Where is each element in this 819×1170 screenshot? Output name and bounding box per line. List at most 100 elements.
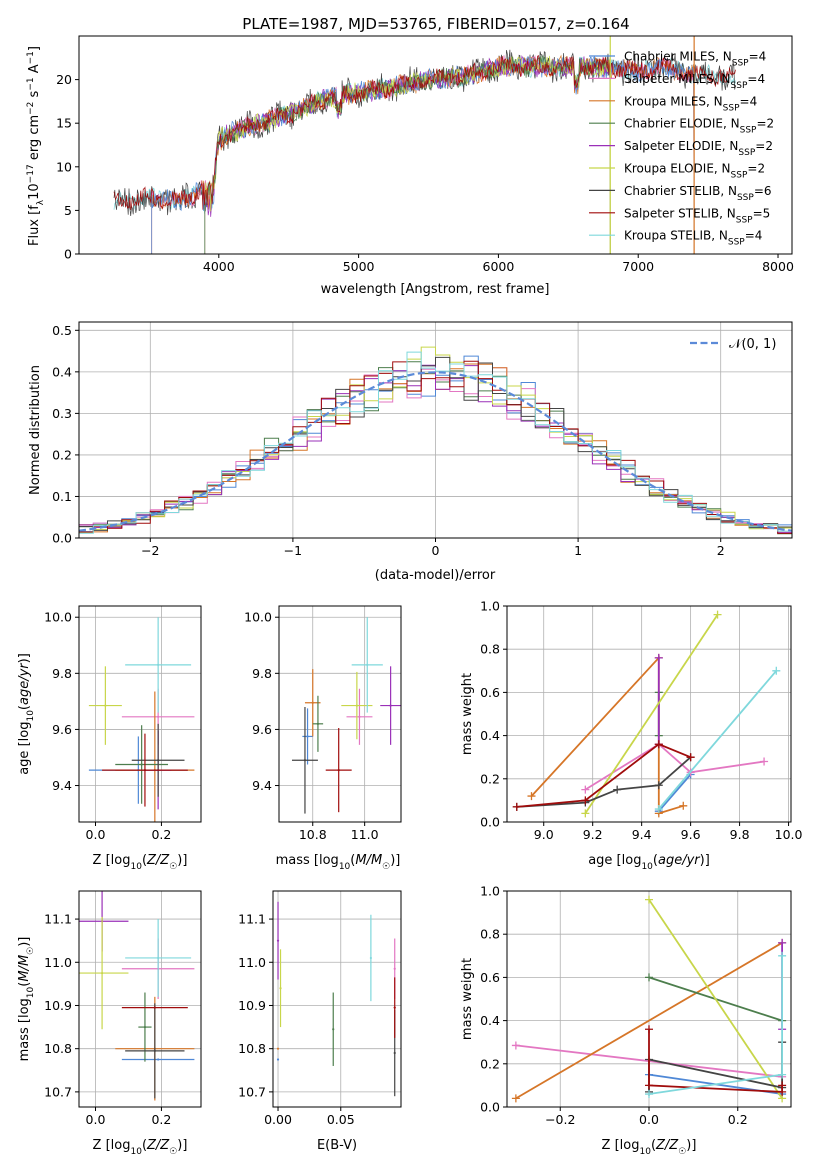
legend-entry: Chabrier MILES, NSSP=4 [624,50,766,69]
legend-entry: Salpeter MILES, NSSP=4 [624,72,765,91]
weight-line [516,743,691,808]
normal-curve [79,371,792,532]
weight-marker [645,1081,653,1090]
x-tick-label: 7000 [622,259,654,274]
y-tick-label: 0.0 [52,531,72,546]
errorbar-point [337,769,340,772]
weight-marker [581,796,590,805]
legend-entry-part: =4 [749,50,767,64]
x-axis-label-part: ( [651,1138,656,1153]
x-axis-label: E(B-V) [317,1138,357,1153]
x-tick-label: 4000 [203,259,235,274]
x-axis-label-part: M/M [355,853,382,868]
y-axis-label-text-part: 10 [26,986,36,998]
x-tick-label: 9.0 [534,827,554,842]
y-axis-label-text-part: −2 [26,102,36,115]
y-tick-label: 0.0 [480,1100,500,1115]
legend-entry-part: =4 [747,72,765,86]
y-axis-label-text-part: 10 [26,710,36,722]
weight-line [584,614,719,814]
y-axis-label-text-part: λ [36,199,46,205]
errorbar-point [100,971,104,975]
x-tick-label: 1 [574,543,582,558]
legend-entry-part: =5 [753,206,771,220]
y-tick-label: 9.4 [52,778,72,793]
errorbar-point [157,1058,160,1061]
y-axis-label-text-part: 10 [27,183,42,200]
weight-marker [645,973,653,982]
x-tick-label: 0.2 [728,1112,748,1127]
panel-z-age: 0.0 0.29.49.69.810.0Z [log10(Z/Z☉)]age [l… [17,605,202,872]
panel-z-weight: −0.2 0.0 0.2 0.0 0.2 0.4 0.6 0.8 1.0 Z [log10(Z/Z… [460,884,792,1157]
legend-entry: Salpeter ELODIE, NSSP=2 [624,139,773,158]
legend-entry-part: =2 [747,162,765,176]
x-axis-label-part: age/yr [658,853,701,868]
y-tick-label: 0.4 [52,364,72,379]
weight-marker [613,785,622,794]
y-axis-label-text-part: mass [log [17,998,32,1061]
errorbar-point [140,763,143,766]
x-axis-label: mass [log10(M/M☉)] [276,853,401,872]
legend-entry-part: =6 [754,184,772,198]
plot-area [79,346,792,536]
x-tick-label: 0.0 [86,1112,106,1127]
weight-marker [778,938,787,947]
legend-entry: Kroupa STELIB, NSSP=4 [624,229,762,248]
x-tick-label: 9.8 [730,827,750,842]
axes-frame [78,890,202,1108]
weight-line [658,670,777,810]
axes-frame [78,35,793,255]
x-tick-label: 0.2 [151,1112,171,1127]
y-tick-label: 10.9 [44,998,72,1013]
errorbar-point [358,715,361,718]
y-axis-label-text-part: s [27,90,42,101]
x-tick-label: 10.0 [775,827,803,842]
x-tick-label: 0.05 [327,1112,355,1127]
errorbar-point [143,1025,147,1029]
y-tick-label: 0.2 [480,1056,500,1071]
x-axis-label-part: ☉ [678,1147,686,1157]
y-tick-label: 11.1 [44,912,72,927]
y-tick-label: 0.4 [480,1013,500,1028]
errorbar-point [157,956,160,960]
x-axis-label-part: Z [log [93,1138,131,1153]
y-tick-label: 11.0 [238,955,266,970]
x-tick-label: 11.0 [351,827,379,842]
y-tick-label: 0.4 [480,728,500,743]
y-tick-label: 10.0 [244,610,272,625]
y-tick-label: 10.0 [44,610,72,625]
y-axis-label: Normed distribution [28,365,43,495]
y-axis-label-text-part: −1 [26,51,36,64]
x-axis-label: wavelength [Angstrom, rest frame] [321,282,550,297]
y-axis-label-text: mass [log10(M/M☉)] [17,937,36,1062]
errorbar-point [157,715,160,718]
legend-entry-part: =2 [755,139,773,153]
y-tick-label: 11.0 [44,955,72,970]
x-axis-label-part: Z/Z [146,853,170,868]
legend-entry-part: SSP [723,103,740,113]
x-axis-label-part: 10 [130,1147,142,1157]
weight-line [515,942,783,1100]
x-tick-label: 0.2 [151,827,171,842]
plot-area [276,901,396,1097]
x-axis-label-part: 10 [130,862,142,872]
figure-title: PLATE=1987, MJD=53765, FIBERID=0157, z=0… [242,15,629,33]
spectrum-line [204,54,611,254]
legend-entry-part: SSP [732,59,749,69]
y-tick-label: 10.7 [44,1084,72,1099]
x-axis-label-part: )] [177,1138,187,1153]
weight-marker [527,792,536,801]
axes-frame [272,890,402,1108]
legend-entry-part: Kroupa STELIB, N [624,229,728,243]
y-tick-label: 0.8 [480,927,500,942]
errorbar-point [393,967,396,970]
y-tick-label: 11.1 [238,912,266,927]
weight-marker [778,951,787,960]
y-tick-label: 9.8 [52,666,72,681]
legend-entry-part: SSP [736,215,753,225]
x-tick-label: 5000 [343,259,375,274]
x-axis-label-part: ( [350,853,355,868]
errorbar-point [355,704,358,707]
y-axis-label: Flux [fλ10−17 erg cm−2 s−1 A−1] [26,46,46,246]
